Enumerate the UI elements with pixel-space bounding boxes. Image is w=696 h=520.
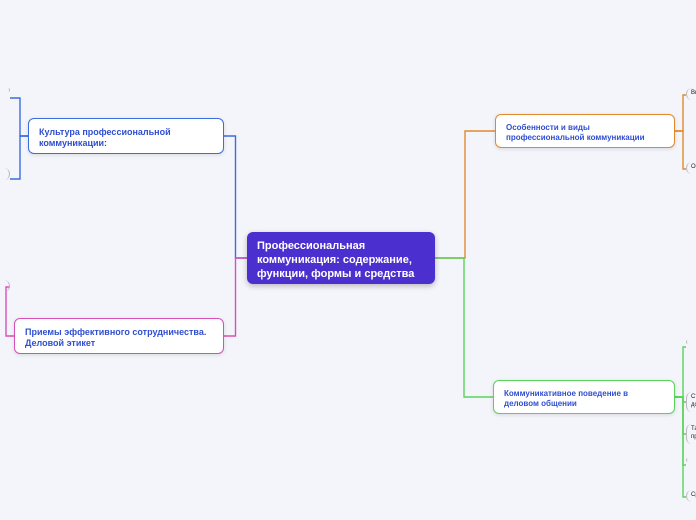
- leaf-etiquette-1[interactable]: мы: [0, 280, 10, 292]
- leaf-behavior-2[interactable]: Ст до: [686, 392, 696, 412]
- topic-behavior[interactable]: Коммуникативное поведение в деловом обще…: [493, 380, 675, 414]
- leaf-behavior-3[interactable]: Та пр: [686, 424, 696, 444]
- leaf-culture-2[interactable]: е: [0, 168, 10, 180]
- leaf-behavior-1[interactable]: [686, 340, 696, 344]
- topic-culture[interactable]: Культура профессиональной коммуникации:: [28, 118, 224, 154]
- leaf-features-1[interactable]: Ви: [686, 88, 696, 100]
- topic-etiquette[interactable]: Приемы эффективного сотрудничества. Дело…: [14, 318, 224, 354]
- leaf-features-2[interactable]: Ос: [686, 162, 696, 174]
- leaf-behavior-5[interactable]: Ср: [686, 490, 696, 502]
- leaf-culture-1[interactable]: [0, 88, 10, 92]
- leaf-behavior-4[interactable]: [686, 458, 696, 462]
- mindmap-canvas: Профессиональная коммуникация: содержани…: [0, 0, 696, 520]
- root-node[interactable]: Профессиональная коммуникация: содержани…: [247, 232, 435, 284]
- topic-features[interactable]: Особенности и виды профессиональной комм…: [495, 114, 675, 148]
